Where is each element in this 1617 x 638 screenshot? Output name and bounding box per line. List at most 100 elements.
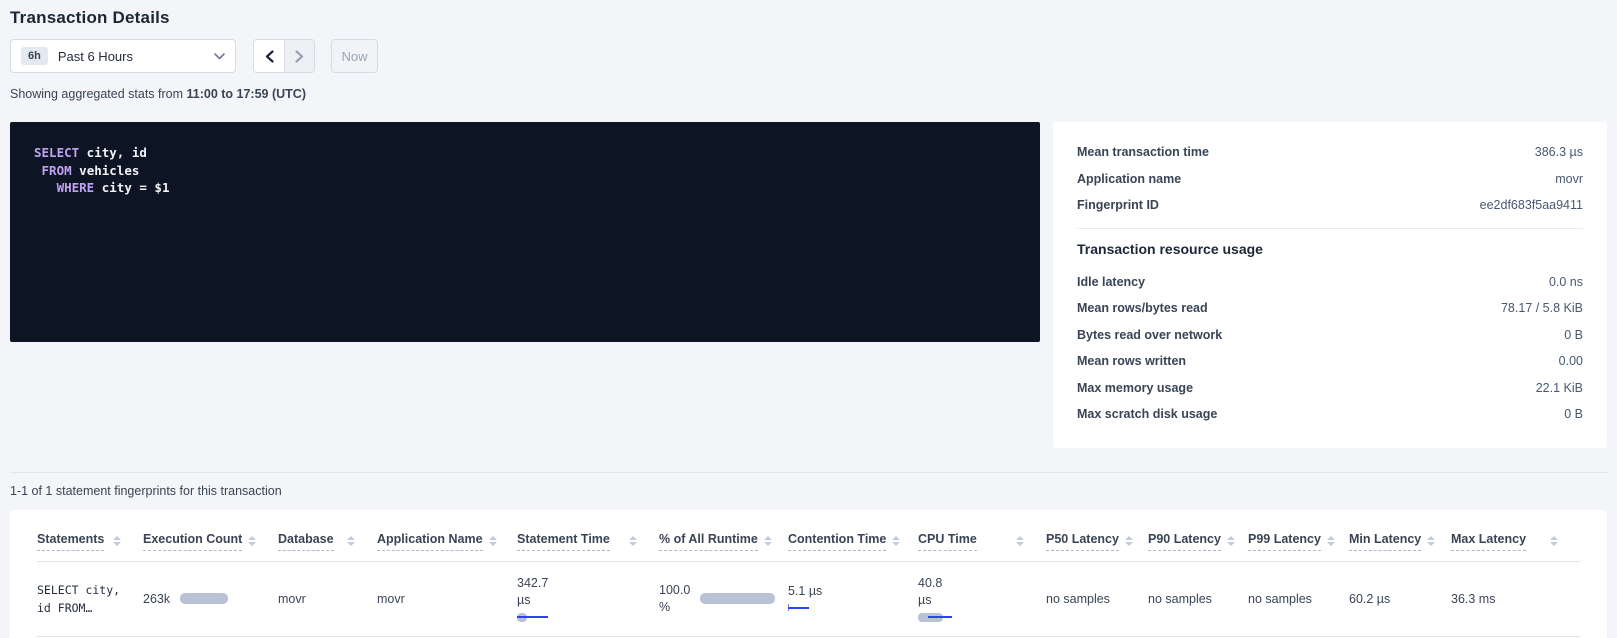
column-header-cpu-time[interactable]: CPU Time <box>918 524 1046 562</box>
sql-text: city, id <box>79 145 147 160</box>
table-header-row: Statements Execution Count Database Appl… <box>37 524 1580 562</box>
summary-row: Idle latency 0.0 ns <box>1077 269 1583 296</box>
prev-time-window-button[interactable] <box>254 40 284 72</box>
column-header-min-latency[interactable]: Min Latency <box>1349 524 1451 562</box>
statement-time-unit: µs <box>517 592 531 607</box>
statement-time-cell: 342.7 µs <box>517 561 659 636</box>
summary-label: Max memory usage <box>1077 380 1194 395</box>
summary-label: Idle latency <box>1077 274 1146 289</box>
column-label: Application Name <box>377 532 483 551</box>
contention-time-bar <box>788 603 814 614</box>
time-controls: 6h Past 6 Hours Now <box>10 39 1607 73</box>
now-button[interactable]: Now <box>331 39 378 73</box>
sort-icon[interactable] <box>763 536 772 546</box>
statements-count-caption: 1-1 of 1 statement fingerprints for this… <box>10 483 282 498</box>
column-label: Min Latency <box>1349 532 1422 551</box>
column-header-statements[interactable]: Statements <box>37 524 143 562</box>
contention-time-value: 5.1 µs <box>788 583 823 598</box>
sort-icon[interactable] <box>1427 536 1436 546</box>
sql-keyword: WHERE <box>34 180 95 195</box>
statement-text-line: id FROM… <box>37 600 93 615</box>
column-label: Contention Time <box>788 532 887 551</box>
summary-label: Mean transaction time <box>1077 145 1209 160</box>
column-label: % of All Runtime <box>659 532 758 551</box>
main-content: SELECT city, id FROM vehicles WHERE city… <box>10 122 1607 448</box>
sort-icon[interactable] <box>488 536 497 546</box>
summary-row: Max scratch disk usage 0 B <box>1077 401 1583 428</box>
aggregated-stats-subtitle: Showing aggregated stats from 11:00 to 1… <box>10 87 1607 101</box>
statement-cell[interactable]: SELECT city, id FROM… <box>37 561 143 636</box>
time-range-dropdown[interactable]: 6h Past 6 Hours <box>10 39 236 73</box>
summary-row: Fingerprint ID ee2df683f5aa9411 <box>1077 192 1583 219</box>
summary-label: Max scratch disk usage <box>1077 407 1218 422</box>
column-label: Database <box>278 532 334 551</box>
summary-row: Mean rows written 0.00 <box>1077 348 1583 375</box>
contention-time-cell: 5.1 µs <box>788 561 918 636</box>
column-header-runtime-pct[interactable]: % of All Runtime <box>659 524 788 562</box>
runtime-pct-cell: 100.0 % <box>659 561 788 636</box>
column-header-execution-count[interactable]: Execution Count <box>143 524 278 562</box>
chevron-left-icon <box>265 49 274 63</box>
column-header-p90-latency[interactable]: P90 Latency <box>1148 524 1248 562</box>
sql-text: vehicles <box>71 162 140 178</box>
sql-text: city = $1 <box>94 180 170 195</box>
section-divider <box>10 471 1607 473</box>
cpu-time-cell: 40.8 µs <box>918 561 1046 636</box>
sort-icon[interactable] <box>248 536 257 546</box>
summary-label: Application name <box>1077 171 1182 186</box>
summary-label: Mean rows/bytes read <box>1077 301 1208 316</box>
statements-table: Statements Execution Count Database Appl… <box>37 524 1580 637</box>
column-header-application-name[interactable]: Application Name <box>377 524 517 562</box>
summary-row: Mean rows/bytes read 78.17 / 5.8 KiB <box>1077 295 1583 322</box>
column-header-contention-time[interactable]: Contention Time <box>788 524 918 562</box>
execution-count-value: 263k <box>143 591 171 606</box>
column-header-max-latency[interactable]: Max Latency <box>1451 524 1580 562</box>
summary-value: ee2df683f5aa9411 <box>1479 198 1583 213</box>
time-range-badge: 6h <box>21 47 48 65</box>
column-label: P50 Latency <box>1046 532 1119 551</box>
time-range-label: Past 6 Hours <box>57 48 133 64</box>
subtitle-range: 11:00 to 17:59 (UTC) <box>186 87 306 101</box>
time-window-pager <box>253 39 315 73</box>
database-cell: movr <box>278 591 306 606</box>
column-header-p50-latency[interactable]: P50 Latency <box>1046 524 1148 562</box>
statement-row: SELECT city, id FROM… 263k movr movr 342.… <box>37 561 1580 636</box>
column-label: Execution Count <box>143 532 243 551</box>
summary-value: 0.0 ns <box>1548 274 1583 289</box>
execution-count-bar <box>180 593 229 604</box>
sql-keyword: FROM <box>34 162 72 178</box>
column-label: Statements <box>37 532 105 551</box>
sort-icon[interactable] <box>1326 536 1335 546</box>
column-header-database[interactable]: Database <box>278 524 377 562</box>
transaction-summary-card: Mean transaction time 386.3 µs Applicati… <box>1053 122 1607 448</box>
column-header-statement-time[interactable]: Statement Time <box>517 524 659 562</box>
sort-icon[interactable] <box>1124 536 1133 546</box>
next-time-window-button[interactable] <box>284 40 314 72</box>
column-label: CPU Time <box>918 532 977 551</box>
subtitle-prefix: Showing aggregated stats from <box>10 87 187 101</box>
p90-latency-cell: no samples <box>1148 591 1212 606</box>
sort-icon[interactable] <box>629 536 637 546</box>
sort-icon[interactable] <box>347 536 355 546</box>
column-header-p99-latency[interactable]: P99 Latency <box>1248 524 1349 562</box>
runtime-pct-unit: % <box>659 599 671 614</box>
summary-value: 0 B <box>1564 327 1583 342</box>
sort-icon[interactable] <box>113 536 121 546</box>
statements-table-card: Statements Execution Count Database Appl… <box>10 509 1607 638</box>
sort-icon[interactable] <box>1016 536 1024 546</box>
sort-icon[interactable] <box>1550 536 1558 546</box>
p50-latency-cell: no samples <box>1046 591 1110 606</box>
cpu-time-bar <box>918 612 954 623</box>
p99-latency-cell: no samples <box>1248 591 1312 606</box>
chevron-down-icon <box>214 52 225 59</box>
sort-icon[interactable] <box>892 536 901 546</box>
sql-keyword: SELECT <box>34 145 80 160</box>
application-name-cell: movr <box>377 591 405 606</box>
summary-value: 0.00 <box>1558 354 1583 369</box>
page-title: Transaction Details <box>10 8 170 27</box>
sort-icon[interactable] <box>1226 536 1235 546</box>
summary-value: 78.17 / 5.8 KiB <box>1500 301 1583 316</box>
sql-statement-box: SELECT city, id FROM vehicles WHERE city… <box>10 122 1040 342</box>
statement-time-value: 342.7 <box>517 575 549 590</box>
